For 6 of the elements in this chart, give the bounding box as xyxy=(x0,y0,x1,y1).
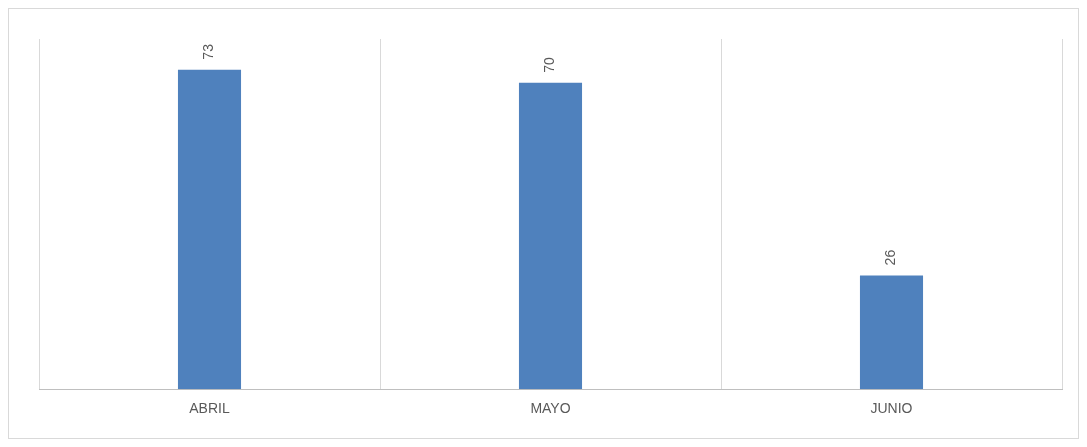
data-label: 70 xyxy=(541,56,558,73)
x-tick-label: JUNIO xyxy=(870,400,913,417)
x-tick-label: MAYO xyxy=(530,400,571,417)
data-label: 26 xyxy=(882,249,899,266)
x-tick-label: ABRIL xyxy=(189,400,230,417)
data-label: 73 xyxy=(200,43,217,60)
